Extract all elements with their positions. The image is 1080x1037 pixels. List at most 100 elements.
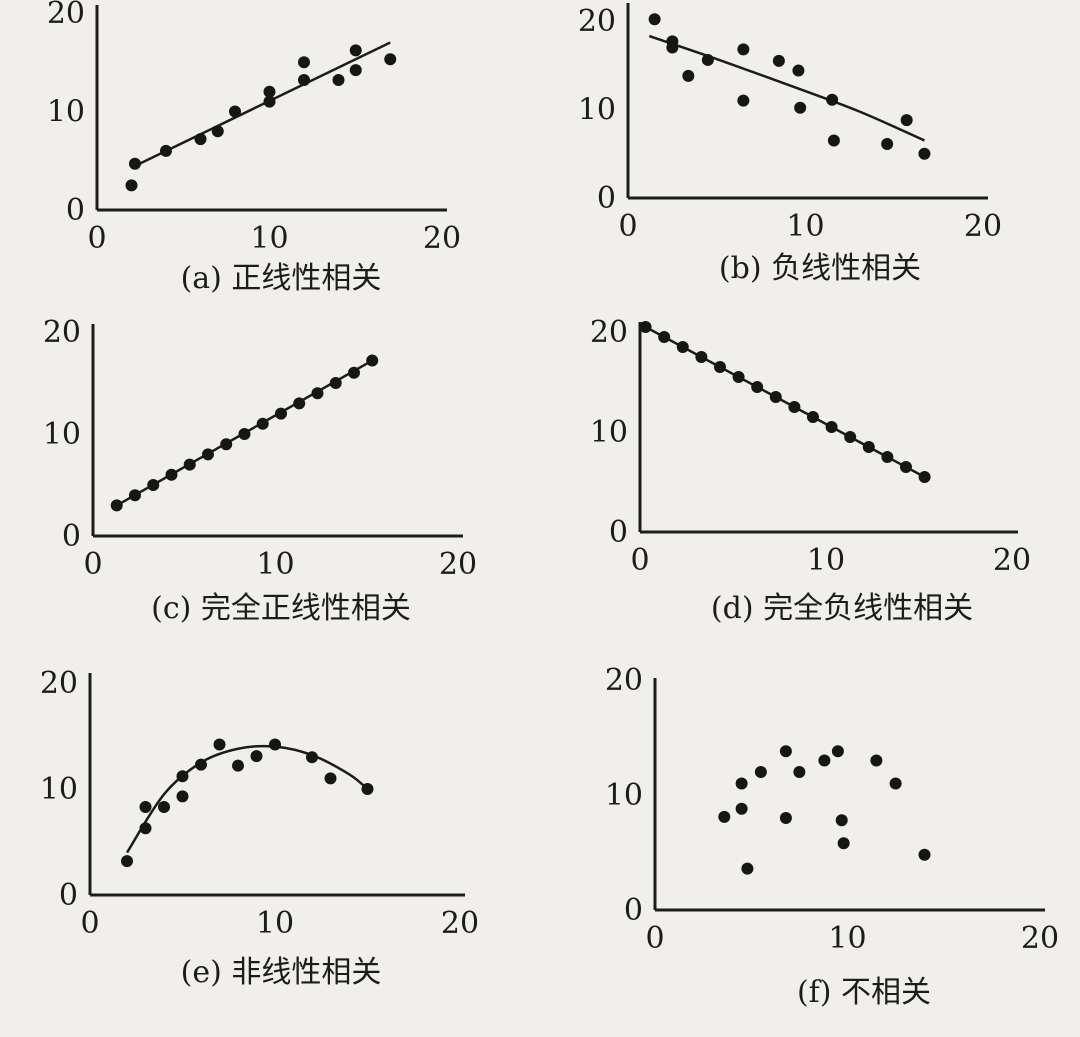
data-point	[792, 64, 805, 77]
y-tick-label: 20	[590, 315, 628, 350]
x-tick-label: 20	[441, 906, 479, 941]
y-tick-label: 20	[43, 315, 81, 350]
data-point	[201, 448, 214, 461]
chart-panel-2: 0 10 20 0 10 20 (b) 负线性相关	[578, 3, 1002, 286]
chart-panel-3: 0 10 20 0 10 20 (c) 完全正线性相关	[43, 315, 477, 626]
data-point	[211, 125, 224, 138]
data-point	[676, 341, 689, 353]
data-point	[128, 489, 141, 502]
data-point	[250, 750, 263, 763]
y-tick-label: 10	[47, 95, 85, 130]
data-point	[881, 138, 894, 151]
data-point	[713, 361, 726, 373]
data-point	[900, 114, 913, 127]
y-tick-label: 10	[43, 417, 81, 452]
data-point	[737, 94, 750, 107]
data-point	[769, 391, 782, 403]
data-point	[176, 790, 189, 803]
data-point	[110, 499, 123, 512]
data-point	[682, 69, 695, 82]
chart-caption: (b) 负线性相关	[719, 251, 921, 286]
chart-caption: (a) 正线性相关	[181, 261, 382, 296]
x-tick-label: 0	[630, 543, 649, 578]
data-point	[772, 54, 785, 67]
chart-panel-4: 0 10 20 0 10 20 (d) 完全负线性相关	[590, 315, 1031, 626]
data-point	[806, 411, 819, 423]
y-tick-label: 10	[605, 778, 643, 813]
data-point	[158, 801, 170, 814]
data-point	[666, 41, 679, 54]
y-tick-label: 20	[40, 666, 78, 701]
data-point	[329, 377, 342, 389]
data-point	[648, 13, 661, 26]
data-point	[121, 855, 133, 868]
data-point	[256, 417, 269, 430]
x-tick-label: 10	[807, 543, 845, 578]
data-point	[639, 321, 652, 333]
y-tick-label: 10	[40, 772, 78, 807]
x-tick-label: 0	[83, 547, 102, 582]
y-tick-label: 20	[578, 4, 616, 39]
data-point	[899, 461, 912, 473]
y-tick-label: 20	[47, 0, 85, 31]
x-tick-label: 0	[80, 906, 99, 941]
data-point	[862, 441, 875, 453]
data-point	[788, 401, 801, 413]
x-tick-label: 20	[993, 543, 1031, 578]
x-tick-label: 0	[87, 221, 106, 256]
x-tick-label: 10	[256, 906, 294, 941]
data-point	[183, 458, 196, 471]
chart-panel-6: 0 10 20 0 10 20 (f) 不相关	[605, 663, 1059, 1010]
trend-line	[130, 41, 391, 169]
data-point	[793, 766, 806, 778]
data-point	[695, 351, 708, 363]
chart-panel-1: 0 10 20 0 10 20 (a) 正线性相关	[47, 0, 461, 296]
data-point	[754, 766, 767, 778]
x-tick-label: 10	[250, 221, 288, 256]
y-tick-label: 0	[624, 893, 643, 928]
data-point	[751, 381, 764, 393]
data-point	[844, 431, 857, 443]
data-point	[870, 754, 883, 767]
x-tick-label: 20	[964, 209, 1002, 244]
trend-line	[648, 34, 925, 142]
data-point	[741, 862, 754, 875]
data-point	[658, 331, 671, 343]
data-point	[125, 179, 138, 192]
data-point	[827, 134, 840, 147]
trend-line	[644, 325, 926, 479]
data-point	[232, 759, 244, 772]
data-point	[332, 73, 345, 86]
data-point	[826, 93, 839, 106]
data-point	[238, 428, 251, 440]
data-point	[384, 53, 397, 66]
x-tick-label: 10	[828, 921, 866, 956]
data-point	[918, 848, 931, 861]
y-tick-label: 0	[66, 193, 85, 228]
x-tick-label: 10	[786, 209, 824, 244]
data-point	[147, 479, 160, 491]
data-point	[732, 371, 745, 383]
data-point	[779, 745, 792, 758]
data-point	[701, 53, 714, 66]
x-tick-label: 20	[439, 547, 477, 582]
trend-line	[125, 744, 369, 854]
data-point	[735, 802, 748, 815]
data-point	[889, 777, 902, 790]
y-tick-label: 10	[590, 415, 628, 450]
data-point	[918, 147, 931, 160]
data-point	[324, 772, 337, 785]
y-tick-label: 10	[578, 93, 616, 128]
chart-caption: (d) 完全负线性相关	[711, 591, 973, 626]
data-point	[881, 451, 894, 463]
data-point	[263, 85, 276, 98]
data-point	[269, 738, 281, 751]
x-tick-label: 20	[423, 221, 461, 256]
chart-caption: (e) 非线性相关	[181, 955, 382, 990]
data-point	[293, 397, 306, 410]
data-point	[825, 421, 838, 433]
data-point	[263, 95, 276, 108]
data-point	[176, 770, 189, 783]
x-tick-label: 10	[256, 547, 294, 582]
